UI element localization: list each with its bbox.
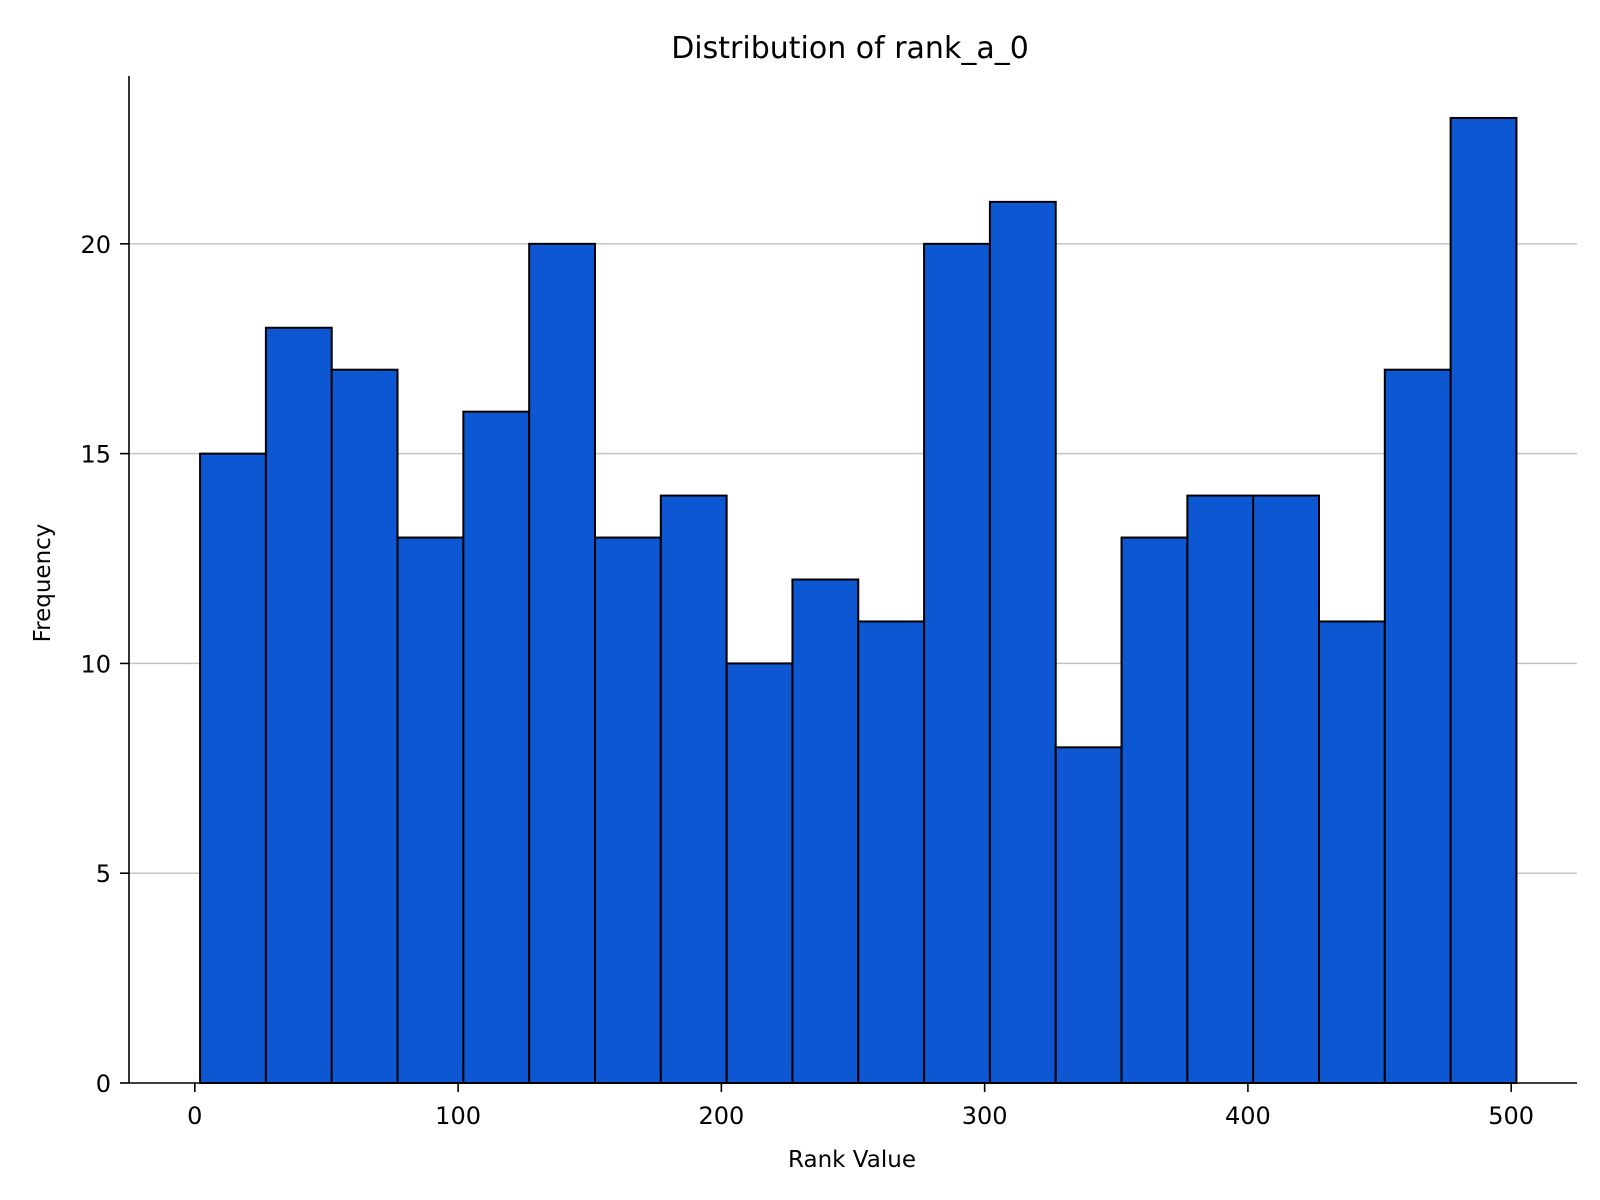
y-tick-label: 15 [80,441,111,469]
histogram-bar [1317,620,1386,1084]
histogram-bar [528,242,596,1085]
histogram-bar [330,368,399,1085]
y-axis-label: Frequency [30,524,56,643]
histogram-bar [1054,746,1123,1084]
y-tick-label: 5 [96,860,111,888]
histogram-bar [199,452,267,1084]
histogram-bar [1186,494,1255,1085]
histogram-bar [462,410,531,1084]
histogram-bar [1383,368,1452,1085]
x-tick-label: 200 [698,1102,744,1130]
x-tick-label: 400 [1225,1102,1271,1130]
histogram-bar [1120,536,1189,1084]
histogram-bars [199,116,1518,1085]
histogram-bar [264,326,333,1084]
histogram-bar [396,536,465,1084]
x-tick-label: 300 [962,1102,1008,1130]
y-tick-label: 10 [80,650,111,678]
histogram-bar [988,200,1057,1084]
chart-title: Distribution of rank_a_0 [671,31,1029,66]
histogram-bar [1449,116,1518,1085]
histogram-bar [1252,494,1320,1085]
x-tick-label: 100 [435,1102,481,1130]
y-tick-label: 0 [96,1070,111,1098]
histogram-bar [659,494,728,1085]
y-tick-label: 20 [80,231,111,259]
histogram-bar [593,536,662,1084]
histogram-bar [725,662,794,1085]
ticks: 0 100 200 300 400 500 0 5 10 15 20 [80,231,1534,1130]
histogram-bar [857,620,926,1084]
histogram-bar [923,242,991,1085]
histogram-bar [791,578,860,1084]
x-tick-label: 0 [187,1102,202,1130]
x-tick-label: 500 [1488,1102,1534,1130]
x-axis-label: Rank Value [788,1147,916,1173]
